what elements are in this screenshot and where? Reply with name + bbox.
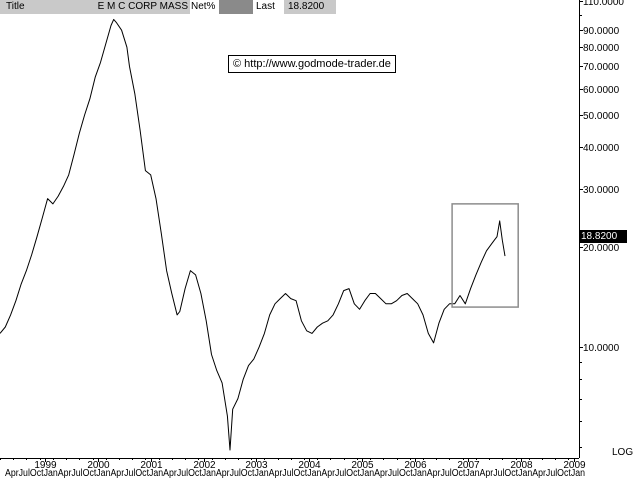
y-tick-label: 30.0000: [583, 185, 620, 196]
header-last-label: Last: [254, 0, 284, 14]
highlight-box: [451, 203, 519, 308]
x-year-label: 1999: [34, 460, 57, 471]
plot-frame: [0, 0, 580, 459]
y-tick-label: 70.0000: [583, 62, 620, 73]
x-quarter-labels: AprJulOctJanAprJulOctJanAprJulOctJanAprJ…: [5, 468, 585, 478]
y-axis: 110.0000 90.0000 80.0000 70.0000 60.0000 50.0…: [579, 0, 624, 448]
header-last-value: 18.8200: [284, 0, 336, 14]
watermark-label: © http://www.godmode-trader.de: [228, 55, 396, 73]
x-year-label: 2001: [140, 460, 163, 471]
y-tick-label: 90.0000: [583, 26, 620, 37]
y-tick-label: 50.0000: [583, 111, 620, 122]
x-year-label: 2008: [510, 460, 533, 471]
highlight-box-layer: [451, 203, 519, 308]
x-year-label: 2004: [298, 460, 321, 471]
x-year-label: 2002: [193, 460, 216, 471]
y-tick-label: 40.0000: [583, 143, 620, 154]
x-year-label: 2003: [245, 460, 268, 471]
series-layer: [0, 18, 506, 451]
y-tick-label: 110.0000: [583, 0, 624, 8]
y-tick-label: 60.0000: [583, 85, 620, 96]
y-tick-label: 80.0000: [583, 43, 620, 54]
y-tick-label: 10.0000: [583, 343, 620, 354]
x-year-label: 2005: [351, 460, 374, 471]
x-year-label: 2007: [457, 460, 480, 471]
x-year-label: 2000: [87, 460, 110, 471]
y-tick-label: 20.0000: [583, 243, 620, 254]
last-price-tag: 18.8200: [580, 230, 627, 243]
header-mode-value: [219, 0, 253, 14]
x-year-label: 2009: [563, 460, 586, 471]
header-symbol-name: E M C CORP MASS: [44, 0, 190, 14]
header-title-label: Title: [0, 0, 44, 14]
header-mode-label: Net%: [190, 0, 219, 14]
x-year-label: 2006: [404, 460, 427, 471]
price-line: [0, 18, 506, 451]
scale-type-label: LOG: [612, 447, 634, 458]
x-axis: 1999 2000 2001 2002 2003 2004 2005 2006 2007 2008…: [0, 458, 586, 478]
